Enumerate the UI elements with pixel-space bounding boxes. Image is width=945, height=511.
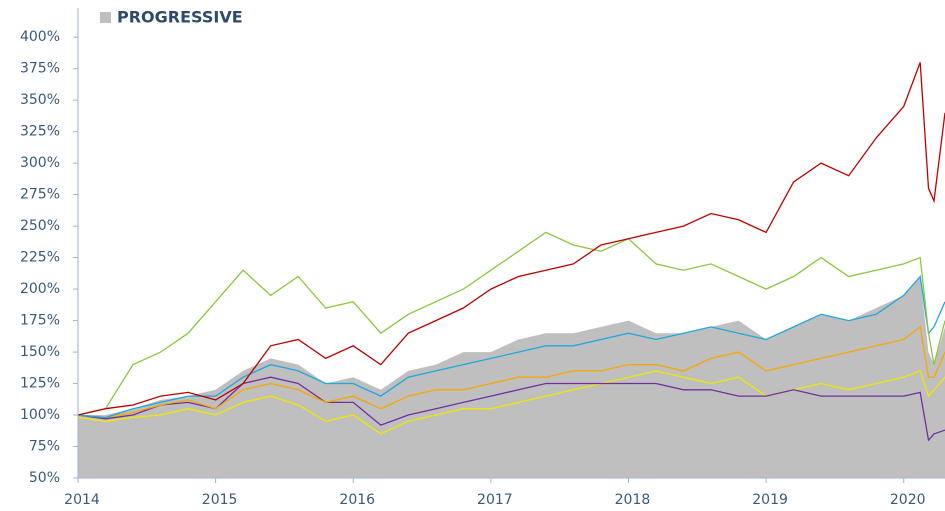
y-tick-label: 50% (29, 470, 60, 486)
legend-label: PROGRESSIVE (117, 8, 243, 27)
y-tick-label: 125% (20, 376, 60, 392)
x-tick-label: 2015 (202, 492, 238, 508)
x-tick-label: 2016 (339, 492, 375, 508)
line (77, 370, 945, 435)
y-tick-label: 275% (20, 187, 60, 203)
x-tick-label: 2014 (64, 492, 100, 508)
legend-swatch (100, 12, 111, 23)
x-tick-label: 2017 (477, 492, 513, 508)
x-tick-label: 2018 (615, 492, 651, 508)
y-tick-label: 175% (20, 313, 60, 329)
y-tick-label: 300% (20, 155, 60, 171)
y-tick-label: 225% (20, 250, 60, 266)
y-tick-label: 400% (20, 29, 60, 45)
x-tick-label: 2019 (752, 492, 788, 508)
y-tick-label: 325% (20, 124, 60, 140)
area (78, 276, 945, 478)
y-tick-label: 75% (29, 439, 60, 455)
y-tick-label: 100% (20, 407, 60, 423)
line (77, 325, 945, 419)
line (77, 62, 945, 416)
y-tick-label: 200% (20, 281, 60, 297)
line (77, 376, 945, 442)
x-tick-label: 2020 (890, 492, 926, 508)
y-tick-label: 250% (20, 218, 60, 234)
line (77, 231, 945, 416)
y-tick-label: 375% (20, 61, 60, 77)
y-tick-label: 150% (20, 344, 60, 360)
line (77, 275, 945, 419)
y-tick-label: 350% (20, 92, 60, 108)
